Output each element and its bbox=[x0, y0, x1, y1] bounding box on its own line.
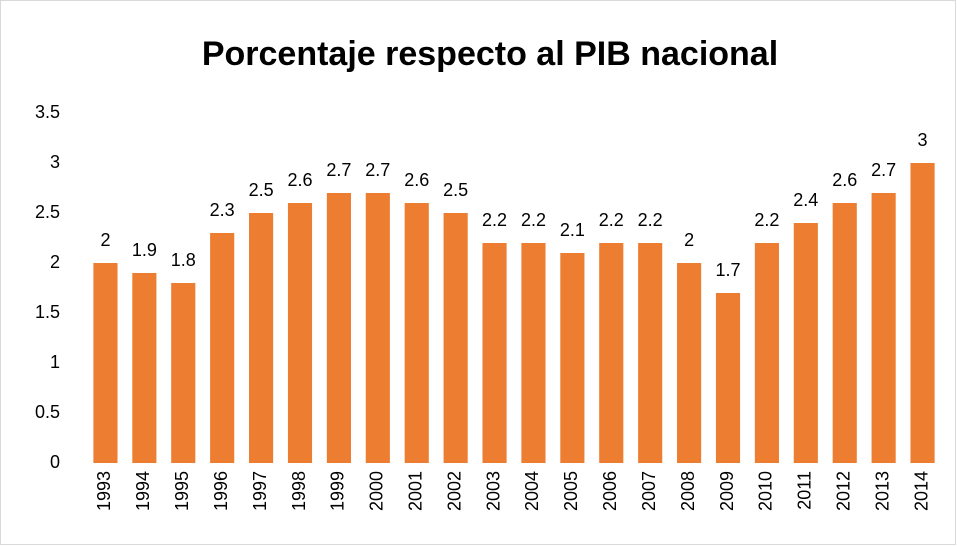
bar bbox=[365, 193, 390, 463]
data-label: 2.6 bbox=[832, 170, 857, 190]
bar bbox=[754, 243, 779, 463]
data-label: 2.6 bbox=[287, 170, 312, 190]
x-tick-label: 2006 bbox=[600, 471, 620, 511]
x-tick-label: 2014 bbox=[911, 471, 931, 511]
x-tick-label: 1998 bbox=[289, 471, 309, 511]
x-tick-label: 1993 bbox=[94, 471, 114, 511]
x-tick-label: 2003 bbox=[483, 471, 503, 511]
data-label: 2.2 bbox=[754, 210, 779, 230]
y-tick-label: 0.5 bbox=[35, 402, 60, 422]
chart-title: Porcentaje respecto al PIB nacional bbox=[202, 35, 778, 73]
x-tick-label: 2005 bbox=[561, 471, 581, 511]
y-tick-label: 0 bbox=[50, 452, 60, 472]
bar bbox=[677, 263, 702, 463]
data-label: 2.5 bbox=[249, 180, 274, 200]
bar bbox=[521, 243, 546, 463]
y-tick-label: 3.5 bbox=[35, 102, 60, 122]
data-label: 1.7 bbox=[715, 260, 740, 280]
bar bbox=[793, 223, 818, 463]
data-label: 2.2 bbox=[521, 210, 546, 230]
x-tick-label: 1994 bbox=[133, 471, 153, 511]
data-label: 2.1 bbox=[560, 220, 585, 240]
bar bbox=[326, 193, 351, 463]
data-label: 2.4 bbox=[793, 190, 818, 210]
data-label: 2.3 bbox=[210, 200, 235, 220]
x-tick-label: 2001 bbox=[405, 471, 425, 511]
bar bbox=[93, 263, 118, 463]
x-tick-label: 2013 bbox=[872, 471, 892, 511]
data-label: 3 bbox=[918, 130, 928, 150]
y-tick-label: 1 bbox=[50, 352, 60, 372]
y-tick-label: 3 bbox=[50, 152, 60, 172]
x-tick-label: 2009 bbox=[717, 471, 737, 511]
y-tick-label: 1.5 bbox=[35, 302, 60, 322]
y-tick-label: 2 bbox=[50, 252, 60, 272]
bar bbox=[287, 203, 313, 463]
data-label: 2.7 bbox=[365, 160, 390, 180]
bar bbox=[599, 243, 624, 463]
bar bbox=[560, 253, 585, 463]
x-tick-label: 2004 bbox=[522, 471, 542, 511]
x-tick-label: 2010 bbox=[756, 471, 776, 511]
x-tick-label: 2000 bbox=[367, 471, 387, 511]
x-tick-label: 1996 bbox=[211, 471, 231, 511]
bar bbox=[210, 233, 235, 463]
data-label: 2.7 bbox=[326, 160, 351, 180]
data-label: 2.5 bbox=[443, 180, 468, 200]
data-label: 2.7 bbox=[871, 160, 896, 180]
data-label: 2.6 bbox=[404, 170, 429, 190]
bar bbox=[249, 213, 274, 463]
x-tick-label: 2008 bbox=[678, 471, 698, 511]
x-tick-label: 2002 bbox=[444, 471, 464, 511]
bar bbox=[871, 193, 896, 463]
x-tick-label: 1995 bbox=[172, 471, 192, 511]
data-label: 2.2 bbox=[638, 210, 663, 230]
data-label: 1.9 bbox=[132, 240, 157, 260]
bar bbox=[404, 203, 429, 463]
bar bbox=[132, 273, 157, 463]
y-tick-label: 2.5 bbox=[35, 202, 60, 222]
x-tick-label: 1997 bbox=[250, 471, 270, 511]
data-label: 1.8 bbox=[171, 250, 196, 270]
x-tick-label: 2007 bbox=[639, 471, 659, 511]
bar bbox=[910, 163, 935, 463]
bar bbox=[638, 243, 663, 463]
data-label: 2 bbox=[100, 230, 110, 250]
x-tick-label: 2011 bbox=[795, 471, 815, 510]
data-label: 2.2 bbox=[599, 210, 624, 230]
bar bbox=[715, 293, 741, 463]
x-tick-label: 1999 bbox=[328, 471, 348, 511]
bar bbox=[482, 243, 507, 463]
x-tick-label: 2012 bbox=[833, 471, 853, 511]
data-label: 2 bbox=[684, 230, 694, 250]
data-label: 2.2 bbox=[482, 210, 507, 230]
bar bbox=[443, 213, 468, 463]
bar bbox=[832, 203, 857, 463]
bar bbox=[171, 283, 196, 463]
